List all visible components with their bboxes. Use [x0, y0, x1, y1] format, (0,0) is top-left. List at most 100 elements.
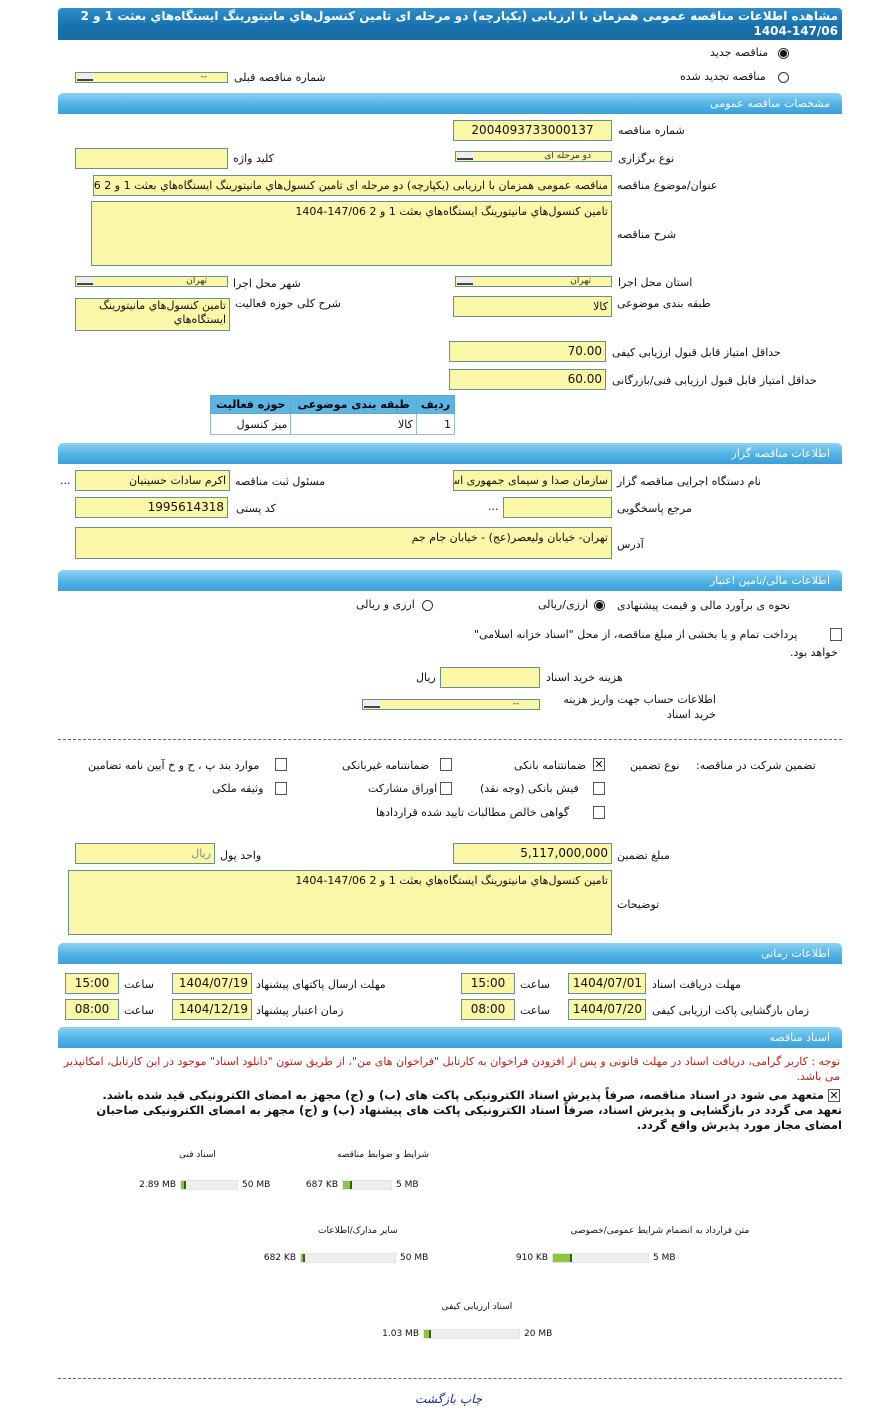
- radio-new-tender-label: مناقصه جدید: [710, 46, 769, 59]
- guarantee-checkbox-cash[interactable]: [593, 782, 605, 795]
- min-tech-field[interactable]: 60.00: [449, 369, 606, 390]
- dropdown-button[interactable]: [457, 152, 473, 160]
- guarantee-checkbox-nonbank[interactable]: [440, 758, 452, 771]
- back-link[interactable]: بازگشت: [415, 1392, 456, 1406]
- submit-deadline-field[interactable]: 1404/07/19: [172, 973, 252, 994]
- doc-deadline-time[interactable]: 15:00: [461, 973, 515, 994]
- submit-deadline-time[interactable]: 15:00: [65, 973, 119, 994]
- guarantee-type-label: نوع تضمین: [630, 759, 680, 772]
- dropdown-button[interactable]: [77, 73, 93, 81]
- currency-field[interactable]: ریال: [75, 843, 215, 864]
- document-size: 910 KB: [515, 1253, 548, 1263]
- section-financial: اطلاعات مالی/تامین اعتبار: [58, 570, 842, 591]
- prev-number-select[interactable]: --: [75, 72, 228, 83]
- holding-type-select[interactable]: دو مرحله ای: [455, 151, 612, 162]
- registrar-field[interactable]: اکرم سادات حسینیان: [75, 470, 230, 491]
- treasury-checkbox[interactable]: [830, 628, 842, 641]
- section-timing: اطلاعات زمانی: [58, 943, 842, 964]
- guarantee-checkbox-property[interactable]: [275, 782, 287, 795]
- document-progress-bar[interactable]: [180, 1180, 238, 1190]
- doc-cost-field[interactable]: [440, 667, 540, 688]
- reference-more-button[interactable]: ...: [488, 500, 499, 513]
- opening-field[interactable]: 1404/07/20: [568, 999, 646, 1020]
- opening-time[interactable]: 08:00: [461, 999, 515, 1020]
- guarantee-amount-field[interactable]: 5,117,000,000: [453, 843, 612, 864]
- radio-renewed-tender[interactable]: [778, 72, 789, 83]
- document-title: سایر مدارک/اطلاعات: [318, 1226, 398, 1236]
- radio-rial[interactable]: [594, 600, 605, 611]
- document-progress-bar[interactable]: [300, 1253, 396, 1263]
- address-field[interactable]: تهران- خیابان ولیعصر(عج) - خیابان جام جم: [75, 527, 612, 559]
- document-title: اسناد ارزیابی کیفی: [441, 1302, 513, 1312]
- cell: 1: [415, 413, 456, 435]
- progress-fill: [424, 1330, 431, 1338]
- reference-field[interactable]: [503, 497, 612, 518]
- col-header: ردیف: [415, 395, 456, 414]
- subject-field[interactable]: مناقصه عمومی همزمان با ارزیابی (یکپارچه)…: [93, 175, 612, 196]
- registrar-label: مسئول ثبت مناقصه: [235, 475, 326, 488]
- validity-field[interactable]: 1404/12/19: [172, 999, 252, 1020]
- commit-checkbox[interactable]: ✕: [828, 1089, 840, 1102]
- progress-fill: [301, 1254, 305, 1262]
- postal-code-field[interactable]: 1995614318: [75, 497, 228, 518]
- postal-code-label: کد پستی: [236, 502, 276, 515]
- account-value: --: [512, 699, 520, 709]
- guarantee-checkbox-receivables[interactable]: [593, 806, 605, 819]
- category-field[interactable]: کالا: [453, 296, 612, 317]
- guarantee-checkbox-bonds[interactable]: [440, 782, 452, 795]
- doc-deadline-field[interactable]: 1404/07/01: [568, 973, 646, 994]
- document-progress-bar[interactable]: [552, 1253, 649, 1263]
- account-select[interactable]: --: [362, 699, 540, 710]
- guarantee-label: فیش بانکی (وجه نقد): [480, 782, 579, 795]
- time-label: ساعت: [520, 1004, 550, 1017]
- activity-listbox[interactable]: تامین کنسول‌هاي مانيتورينگ ايستگاه‌هاي: [75, 298, 230, 331]
- estimate-label: نحوه ی برآورد مالی و قیمت پیشنهادی: [617, 599, 791, 612]
- treasury-text: پرداخت تمام و یا بخشی از مبلغ مناقصه، از…: [474, 628, 798, 641]
- documents-note: توجه : کاربر گرامی، دریافت اسناد در مهلت…: [63, 1055, 840, 1083]
- table-row: 1 کالا میز کنسول: [209, 413, 456, 435]
- city-select[interactable]: تهران: [75, 276, 228, 287]
- tender-number-field[interactable]: 2004093733000137: [453, 120, 612, 141]
- document-progress-bar[interactable]: [423, 1329, 520, 1339]
- keyword-field[interactable]: [75, 148, 228, 169]
- subject-label: عنوان/موضوع مناقصه: [617, 179, 718, 192]
- progress-fill: [553, 1254, 573, 1262]
- document-size: 2.89 MB: [139, 1180, 176, 1190]
- registrar-more-button[interactable]: ...: [60, 474, 71, 487]
- radio-new-tender[interactable]: [778, 48, 789, 59]
- treasury-text-2: خواهد بود.: [790, 646, 838, 659]
- guarantee-amount-label: مبلغ تضمین: [617, 849, 670, 862]
- description-field[interactable]: تامین کنسول‌هاي مانيتورينگ ايستگاه‌هاي ب…: [91, 201, 612, 266]
- dropdown-button[interactable]: [364, 700, 380, 708]
- submit-deadline-label: مهلت ارسال پاکتهای پیشنهاد: [256, 978, 386, 991]
- dropdown-button[interactable]: [457, 277, 473, 285]
- dropdown-button[interactable]: [77, 277, 93, 285]
- radio-currency-and-rial-label: ارزی و ریالی: [356, 598, 415, 611]
- province-select[interactable]: تهران: [455, 276, 612, 287]
- min-quality-field[interactable]: 70.00: [449, 341, 606, 362]
- section-documents: اسناد مناقصه: [58, 1027, 842, 1048]
- notes-field[interactable]: تامین کنسول‌هاي مانيتورينگ ايستگاه‌هاي ب…: [68, 870, 612, 935]
- progress-fill: [343, 1181, 352, 1189]
- holding-type-value: دو مرحله ای: [544, 151, 591, 161]
- organization-field[interactable]: سازمان صدا و سیمای جمهوری اسلامی ایران: [453, 470, 612, 491]
- page-title: مشاهده اطلاعات مناقصه عمومی همزمان با ار…: [58, 8, 842, 40]
- document-progress-bar[interactable]: [342, 1180, 392, 1190]
- validity-time[interactable]: 08:00: [65, 999, 119, 1020]
- address-label: آدرس: [617, 538, 644, 551]
- document-max-size: 50 MB: [242, 1180, 271, 1190]
- print-link[interactable]: چاپ: [459, 1392, 483, 1406]
- divider: [58, 1378, 842, 1379]
- currency-label: واحد پول: [220, 849, 262, 862]
- activity-label: شرح کلی حوزه فعالیت: [235, 297, 341, 310]
- min-tech-label: حداقل امتیاز قابل قبول ارزیابی فنی/بازرگ…: [612, 374, 817, 387]
- divider: [58, 739, 842, 740]
- guarantee-checkbox-bank[interactable]: ✕: [593, 758, 605, 771]
- doc-cost-label: هزینه خرید اسناد: [546, 671, 623, 684]
- radio-currency-and-rial[interactable]: [422, 600, 433, 611]
- document-size: 1.03 MB: [382, 1329, 419, 1339]
- section-organizer: اطلاعات مناقصه گزار: [58, 443, 842, 464]
- time-label: ساعت: [520, 978, 550, 991]
- activity-table: ردیف طبقه بندی موضوعی حوزه فعالیت 1 کالا میز…: [209, 395, 456, 435]
- guarantee-checkbox-clauses[interactable]: [275, 758, 287, 771]
